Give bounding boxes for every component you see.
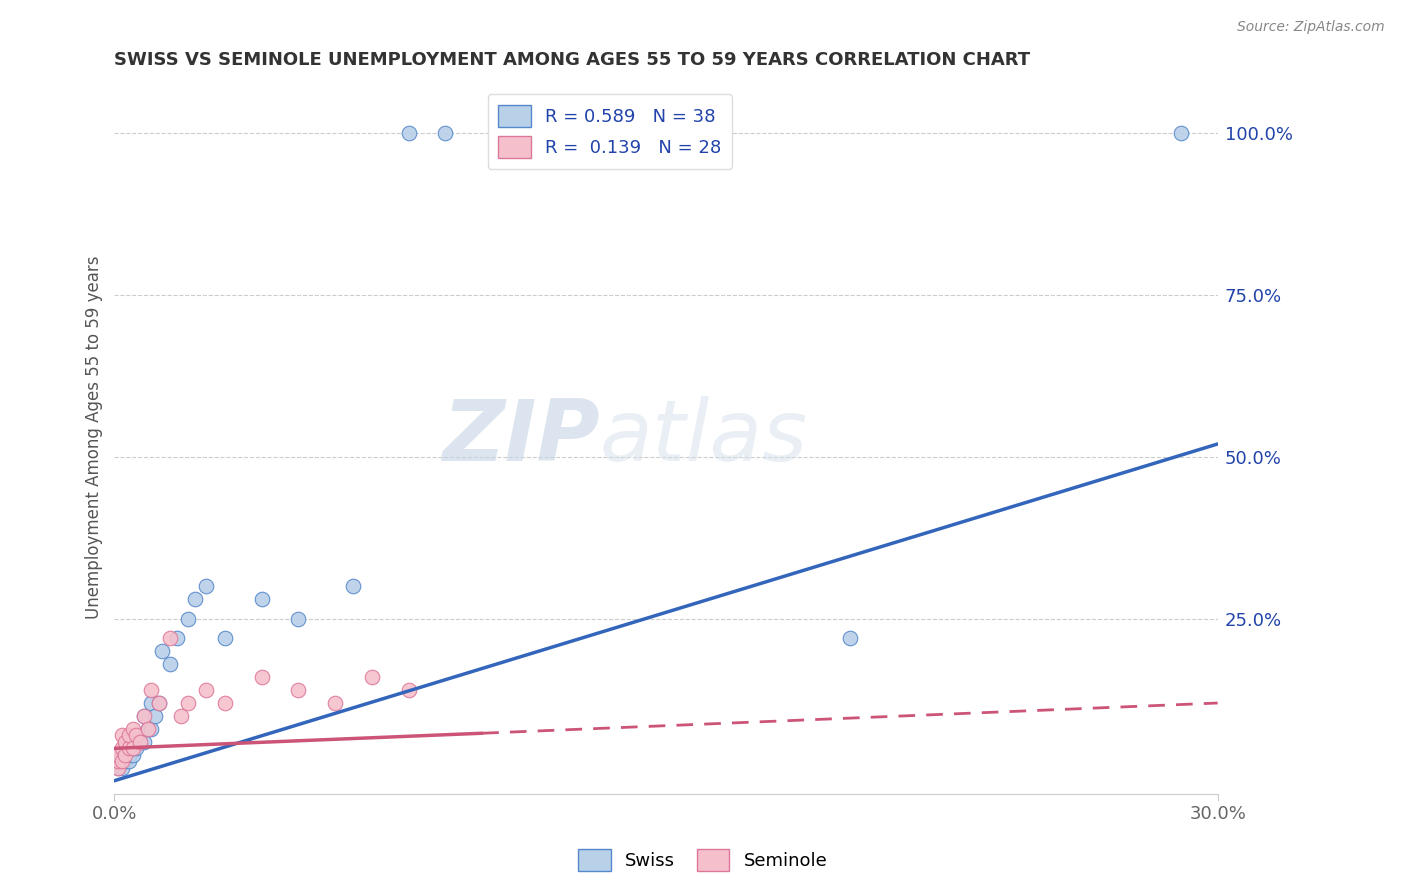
Point <box>323 696 346 710</box>
Point <box>111 747 134 762</box>
Text: ZIP: ZIP <box>443 396 600 479</box>
Point <box>114 747 136 762</box>
Point <box>125 728 148 742</box>
Point <box>114 735 136 749</box>
Point <box>107 754 129 768</box>
Point <box>360 670 382 684</box>
Point <box>121 741 143 756</box>
Point <box>214 696 236 710</box>
Text: SWISS VS SEMINOLE UNEMPLOYMENT AMONG AGES 55 TO 59 YEARS CORRELATION CHART: SWISS VS SEMINOLE UNEMPLOYMENT AMONG AGE… <box>114 51 1031 69</box>
Point <box>107 747 129 762</box>
Text: atlas: atlas <box>600 396 808 479</box>
Point <box>118 741 141 756</box>
Point <box>121 741 143 756</box>
Point <box>118 741 141 756</box>
Point <box>132 709 155 723</box>
Point <box>114 747 136 762</box>
Point <box>838 632 860 646</box>
Point <box>107 754 129 768</box>
Point <box>114 741 136 756</box>
Point <box>148 696 170 710</box>
Point <box>111 728 134 742</box>
Point <box>214 632 236 646</box>
Point <box>114 754 136 768</box>
Point <box>177 696 200 710</box>
Point <box>111 761 134 775</box>
Point <box>125 735 148 749</box>
Legend: R = 0.589   N = 38, R =  0.139   N = 28: R = 0.589 N = 38, R = 0.139 N = 28 <box>488 94 733 169</box>
Point <box>143 709 166 723</box>
Point <box>107 761 129 775</box>
Point <box>398 126 420 140</box>
Point <box>250 592 273 607</box>
Point <box>107 761 129 775</box>
Point <box>129 735 152 749</box>
Text: Source: ZipAtlas.com: Source: ZipAtlas.com <box>1237 20 1385 34</box>
Point <box>159 657 181 672</box>
Point <box>177 612 200 626</box>
Point <box>118 728 141 742</box>
Point <box>184 592 207 607</box>
Point <box>141 696 163 710</box>
Point <box>121 747 143 762</box>
Point <box>287 612 309 626</box>
Point <box>287 683 309 698</box>
Legend: Swiss, Seminole: Swiss, Seminole <box>571 842 835 879</box>
Point <box>169 709 191 723</box>
Point <box>250 670 273 684</box>
Point <box>342 579 364 593</box>
Point <box>118 747 141 762</box>
Point <box>195 579 218 593</box>
Point <box>125 741 148 756</box>
Point <box>434 126 457 140</box>
Point <box>136 722 159 736</box>
Point <box>166 632 188 646</box>
Point <box>136 722 159 736</box>
Point <box>111 754 134 768</box>
Point <box>1170 126 1192 140</box>
Point <box>111 741 134 756</box>
Point <box>132 735 155 749</box>
Point <box>398 683 420 698</box>
Point <box>121 735 143 749</box>
Point <box>141 722 163 736</box>
Y-axis label: Unemployment Among Ages 55 to 59 years: Unemployment Among Ages 55 to 59 years <box>86 256 103 619</box>
Point <box>118 754 141 768</box>
Point <box>141 683 163 698</box>
Point <box>148 696 170 710</box>
Point <box>132 709 155 723</box>
Point <box>150 644 173 658</box>
Point <box>121 722 143 736</box>
Point <box>111 754 134 768</box>
Point <box>159 632 181 646</box>
Point <box>129 728 152 742</box>
Point <box>195 683 218 698</box>
